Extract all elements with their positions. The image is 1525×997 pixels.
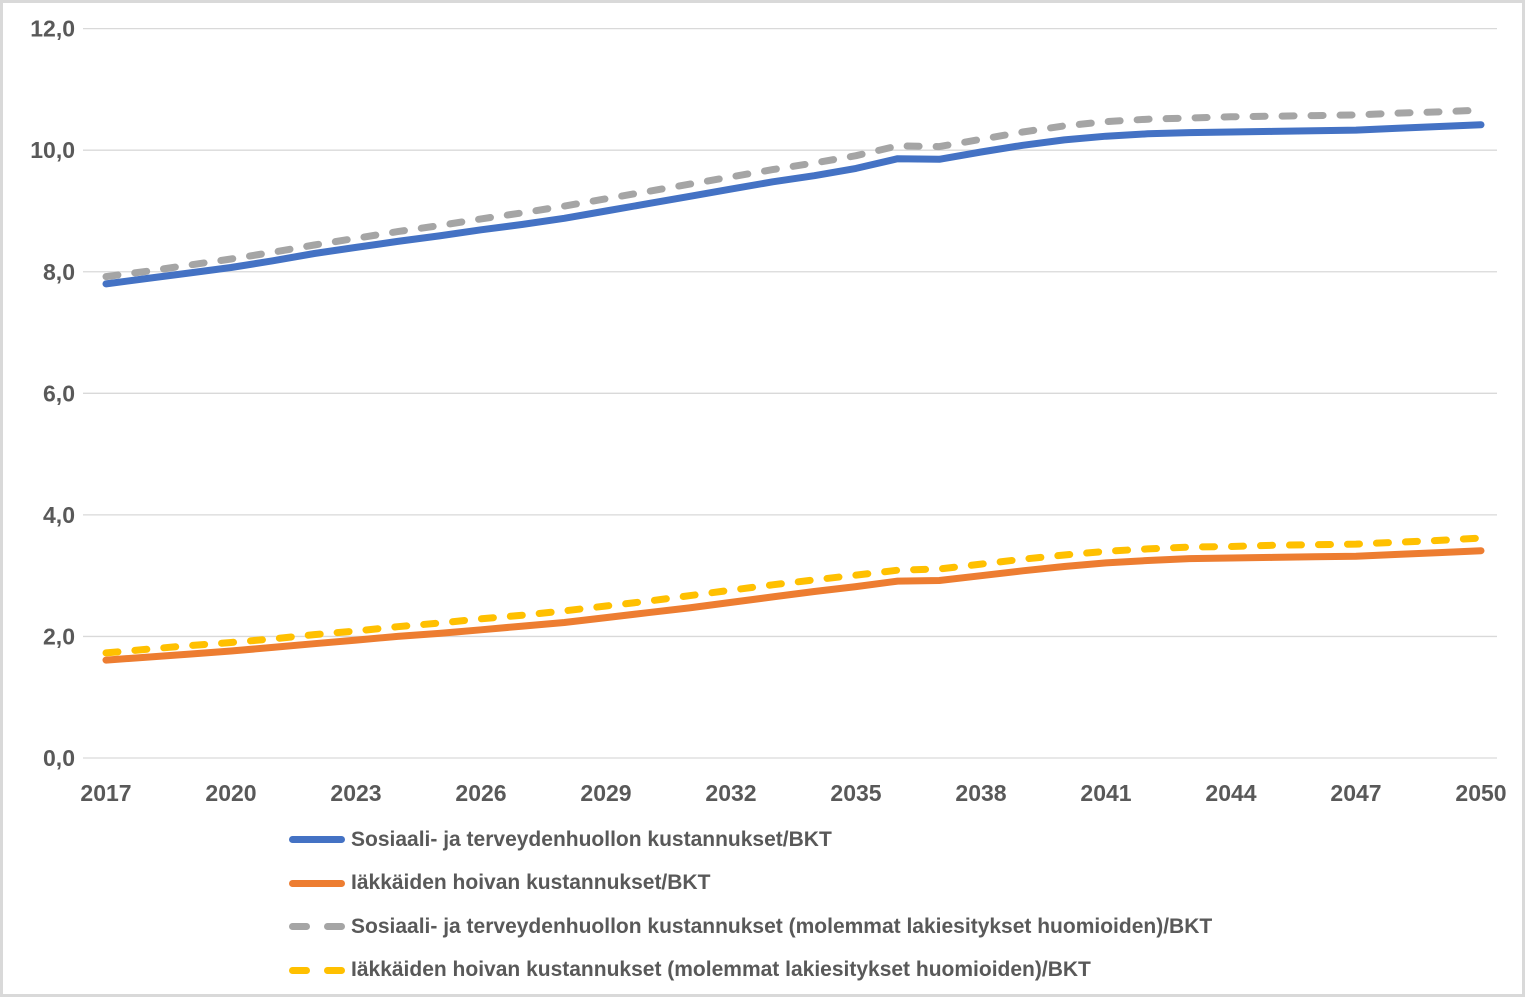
legend-dash-sample [324,966,345,974]
y-axis-tick-label: 8,0 [43,259,75,285]
chart-legend: Sosiaali- ja terveydenhuollon kustannuks… [289,818,1212,992]
legend-dash-sample [289,923,310,931]
legend-marker-sote-lakiesitykset [289,923,345,931]
x-axis-tick-label: 2050 [1455,780,1506,806]
legend-line-sample [289,836,345,844]
x-axis-tick-label: 2035 [830,780,881,806]
y-axis-tick-label: 0,0 [43,745,75,771]
legend-label-sote: Sosiaali- ja terveydenhuollon kustannuks… [351,827,832,851]
x-axis-tick-label: 2029 [580,780,631,806]
x-axis-tick-label: 2020 [205,780,256,806]
series-line-0 [102,121,1485,288]
x-axis-tick-label: 2038 [955,780,1006,806]
x-axis-tick-label: 2047 [1330,780,1381,806]
x-axis-tick-label: 2017 [80,780,131,806]
y-axis-tick-label: 6,0 [43,380,75,406]
legend-item-sote-lakiesitykset: Sosiaali- ja terveydenhuollon kustannuks… [289,905,1212,949]
line-chart: 0,0 2,0 4,0 6,0 8,0 10,0 12,0 2017 2020 2023 2026 2… [30,16,1506,806]
legend-item-hoiva-lakiesitykset: Iäkkäiden hoivan kustannukset (molemmat … [289,949,1212,993]
x-axis-tick-label: 2044 [1205,780,1256,806]
legend-marker-hoiva [289,879,345,887]
legend-dash-sample [324,923,345,931]
y-axis-tick-label: 12,0 [30,16,75,42]
legend-dash-sample [289,966,310,974]
y-axis-tick-label: 10,0 [30,137,75,163]
x-axis-tick-label: 2026 [455,780,506,806]
y-axis-tick-label: 4,0 [43,502,75,528]
legend-label-hoiva-lakiesitykset: Iäkkäiden hoivan kustannukset (molemmat … [351,958,1091,982]
x-axis-tick-label: 2041 [1080,780,1131,806]
legend-marker-sote [289,836,345,844]
x-axis-tick-label: 2023 [330,780,381,806]
legend-line-sample [289,879,345,887]
series-line-2 [102,106,1485,281]
series-line-1 [102,547,1485,664]
y-axis-tick-label: 2,0 [43,623,75,649]
legend-item-hoiva: Iäkkäiden hoivan kustannukset/BKT [289,862,1212,906]
series-line-3 [102,534,1485,657]
legend-label-hoiva: Iäkkäiden hoivan kustannukset/BKT [351,871,711,895]
legend-label-sote-lakiesitykset: Sosiaali- ja terveydenhuollon kustannuks… [351,914,1213,938]
x-axis-tick-label: 2032 [705,780,756,806]
legend-item-sote: Sosiaali- ja terveydenhuollon kustannuks… [289,818,1212,862]
legend-marker-hoiva-lakiesitykset [289,966,345,974]
